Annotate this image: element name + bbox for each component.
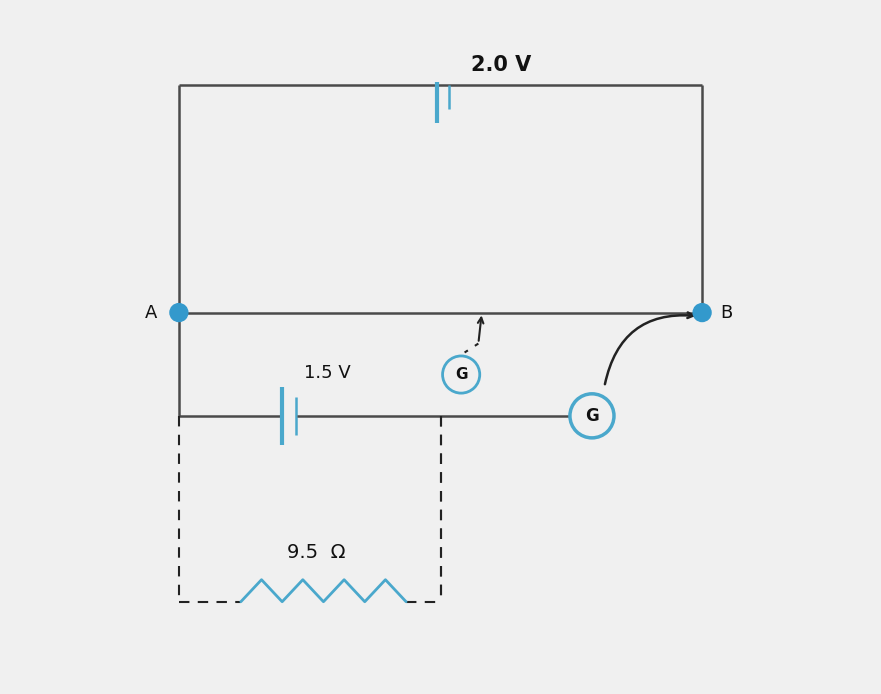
Text: A: A	[145, 303, 158, 321]
Text: G: G	[455, 367, 468, 382]
Text: G: G	[585, 407, 599, 425]
Text: 2.0 V: 2.0 V	[471, 55, 532, 75]
Circle shape	[693, 304, 711, 321]
Text: 9.5  Ω: 9.5 Ω	[287, 543, 346, 561]
Circle shape	[170, 304, 188, 321]
Text: 1.5 V: 1.5 V	[304, 364, 351, 382]
Circle shape	[442, 356, 480, 393]
Text: B: B	[720, 303, 732, 321]
Circle shape	[570, 393, 614, 438]
